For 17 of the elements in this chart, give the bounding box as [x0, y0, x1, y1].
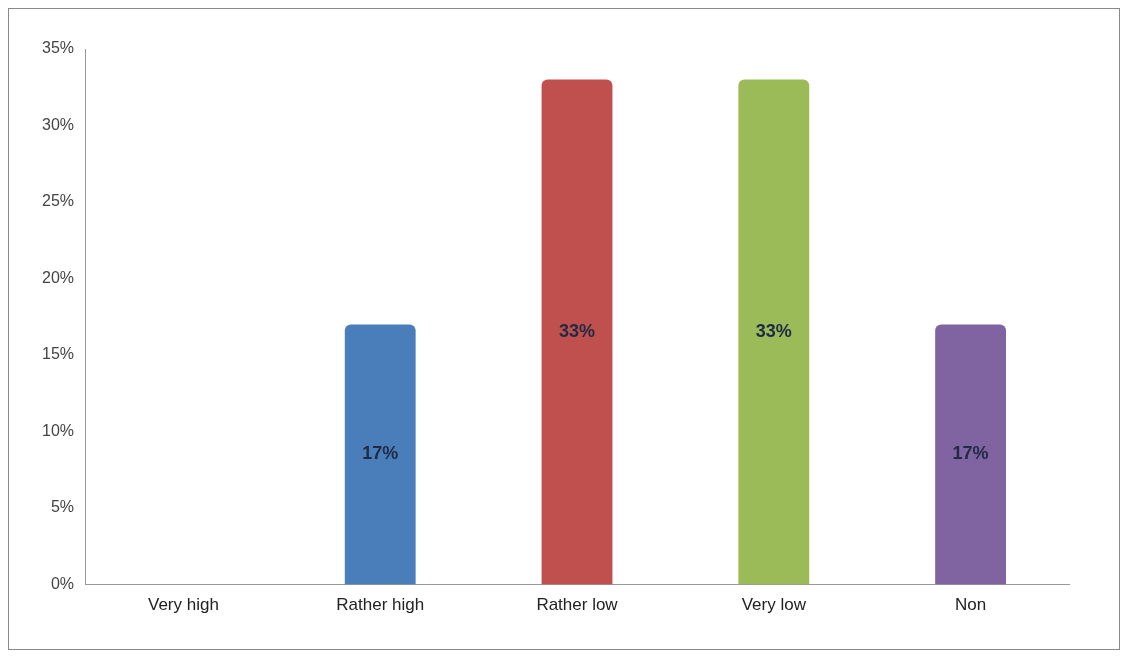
y-tick-label: 30% — [41, 115, 75, 133]
data-label: 17% — [952, 443, 989, 464]
y-tick-label: 25% — [41, 192, 75, 210]
y-tick-label: 20% — [41, 268, 75, 286]
data-label: 17% — [362, 443, 399, 464]
x-tick-label: Non — [955, 595, 987, 615]
x-tick-label: Very low — [741, 595, 807, 615]
x-tick-label: Rather high — [336, 595, 425, 615]
x-tick-label: Rather low — [536, 595, 619, 615]
y-tick-label: 15% — [41, 345, 75, 363]
y-tick-label: 0% — [50, 575, 75, 593]
x-tick-label: Very high — [147, 595, 219, 615]
y-tick-label: 35% — [41, 39, 75, 57]
data-label: 33% — [559, 321, 596, 342]
y-tick-label: 5% — [50, 498, 75, 516]
data-label: 33% — [755, 321, 792, 342]
y-tick-label: 10% — [41, 421, 75, 439]
